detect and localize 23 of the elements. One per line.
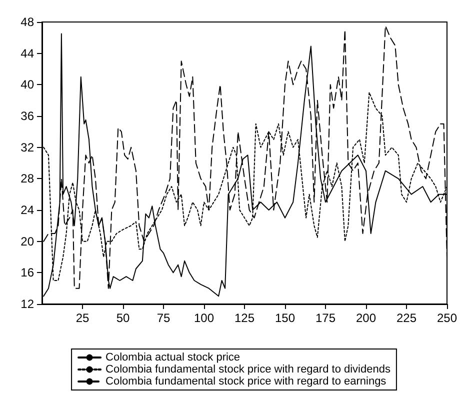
x-tick-label: 150 bbox=[274, 311, 296, 325]
legend-label: Colombia actual stock price bbox=[106, 352, 240, 364]
x-tick-label: 250 bbox=[436, 311, 458, 325]
x-tick-label: 175 bbox=[315, 311, 336, 325]
x-tick-label: 200 bbox=[356, 311, 376, 325]
x-tick-label: 225 bbox=[396, 311, 417, 325]
legend-label: Colombia fundamental stock price with regard to dividends bbox=[106, 364, 391, 376]
y-tick-label: 40 bbox=[20, 78, 34, 92]
y-tick-label: 32 bbox=[20, 140, 34, 154]
y-tick-label: 12 bbox=[20, 297, 34, 311]
y-tick-label: 24 bbox=[20, 203, 34, 217]
y-tick-label: 36 bbox=[20, 109, 34, 123]
x-tick-label: 25 bbox=[76, 311, 90, 325]
x-tick-label: 125 bbox=[234, 311, 255, 325]
y-tick-label: 16 bbox=[20, 266, 34, 280]
y-tick-label: 20 bbox=[20, 234, 34, 248]
x-tick-label: 75 bbox=[156, 311, 170, 325]
x-tick-label: 100 bbox=[194, 311, 214, 325]
y-tick-label: 44 bbox=[20, 46, 34, 60]
y-tick-label: 48 bbox=[20, 15, 34, 29]
y-tick-label: 28 bbox=[20, 172, 34, 186]
legend-label: Colombia fundamental stock price with regard to earnings bbox=[106, 376, 387, 388]
x-tick-label: 50 bbox=[116, 311, 130, 325]
